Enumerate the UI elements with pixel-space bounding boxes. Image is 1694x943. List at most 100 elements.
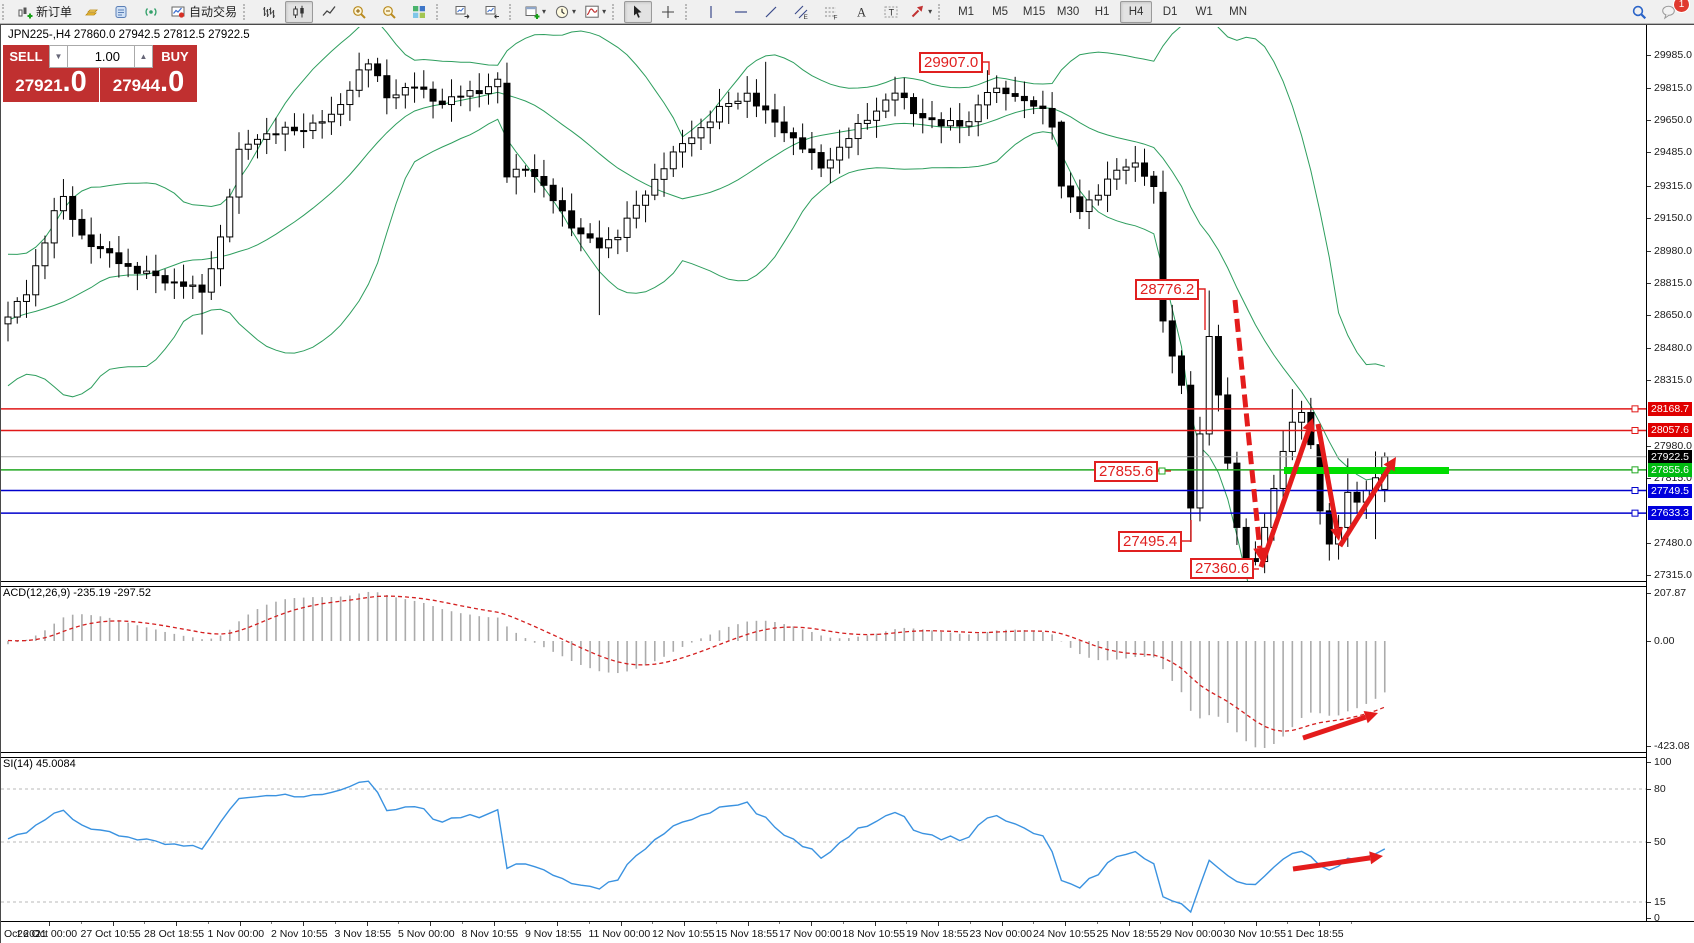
zoom-out-button[interactable] (375, 1, 403, 23)
line-handle[interactable] (1631, 466, 1639, 474)
news-icon[interactable] (107, 1, 135, 23)
price-tick (1647, 120, 1651, 122)
main-pane[interactable] (1, 25, 1646, 654)
period-button[interactable]: ▾ (551, 1, 579, 23)
zoom-in-button[interactable] (345, 1, 373, 23)
price-callout-28776.2[interactable]: 28776.2 (1135, 279, 1200, 300)
pane-separator-macd[interactable] (1, 581, 1646, 587)
gold-icon (83, 4, 99, 20)
timeframe-d1-button[interactable]: D1 (1162, 5, 1178, 18)
buy-button[interactable]: BUY (153, 45, 197, 68)
time-label: 18 Nov 10:55 (842, 928, 905, 940)
time-axis[interactable]: Oct 2021 26 Oct 00:00 27 Oct 10:55 28 Oct 1… (1, 921, 1694, 943)
volume-increase-button[interactable]: ▲ (134, 45, 153, 68)
line-handle[interactable] (1631, 405, 1639, 413)
price-tick-label: 28980.0 (1654, 244, 1692, 257)
pane-separator-rsi[interactable] (1, 752, 1646, 758)
chan-icon: E (793, 4, 809, 20)
gold-chart-icon[interactable] (77, 1, 105, 23)
cursor-tool-button[interactable] (624, 0, 653, 23)
support-zone-bar[interactable] (1284, 467, 1449, 474)
wizard-icon (584, 4, 600, 20)
bar-chart-mode-button[interactable] (255, 1, 283, 23)
macd-tick-label: 0.00 (1654, 635, 1675, 647)
new-order-button[interactable]: 新订单 (14, 1, 75, 23)
price-callout-29907.0[interactable]: 29907.0 (919, 52, 984, 73)
trend-arrow-3[interactable] (1315, 423, 1340, 529)
auto-scroll-button[interactable] (448, 1, 476, 23)
chart-shift-button[interactable] (478, 1, 506, 23)
line-chart-mode-button[interactable] (315, 1, 343, 23)
vertical-line-tool-button[interactable] (697, 1, 725, 23)
timeframe-h1-button[interactable]: H1 (1094, 5, 1110, 18)
line-handle[interactable] (1631, 487, 1639, 495)
candlesticks (4, 52, 1389, 574)
bollinger-middle-band[interactable] (7, 91, 1385, 481)
timeframe-m1-button[interactable]: M1 (958, 5, 975, 18)
trend-arrow-1[interactable] (1232, 299, 1263, 549)
crosshair-tool-button[interactable] (654, 1, 682, 23)
timeframe-m30-button[interactable]: M30 (1056, 5, 1080, 18)
time-label: 26 Oct 00:00 (17, 928, 78, 940)
time-minor-tick (969, 922, 971, 924)
auto-trading-button[interactable]: 自动交易 (167, 1, 240, 23)
rsi-line (7, 780, 1386, 914)
text-label-tool-button[interactable]: T (877, 1, 905, 23)
texta-icon: A (853, 4, 869, 20)
fibonacci-tool-button[interactable]: F (817, 1, 845, 23)
timeframe-h4-button[interactable]: H4 (1120, 0, 1153, 23)
volume-input[interactable]: 1.00 (68, 45, 134, 68)
channel-tool-button[interactable]: E (787, 1, 815, 23)
sell-price-main: 27921 (15, 76, 63, 95)
candlestick-mode-button[interactable] (285, 0, 314, 23)
trend-arrow-4[interactable] (1337, 466, 1392, 548)
price-axis[interactable]: 28168.7 28057.6 27922.5 27855.6 27749.5 27633… (1646, 25, 1694, 924)
search-button[interactable] (1625, 1, 1653, 23)
macd-pane[interactable] (7, 591, 1386, 748)
time-label-era: Oct 2021 (4, 928, 47, 940)
rsi-trend-arrow[interactable] (1292, 855, 1371, 872)
bollinger-lower-band[interactable] (7, 118, 1385, 654)
chat-button[interactable]: 1 (1655, 0, 1690, 23)
line-handle[interactable] (1631, 426, 1639, 434)
time-tick (1255, 922, 1257, 926)
price-callout-27360.6[interactable]: 27360.6 (1190, 558, 1255, 579)
text-tool-button[interactable]: A (847, 1, 875, 23)
chart-canvas[interactable] (1, 25, 1694, 943)
time-label: 2 Nov 10:55 (271, 928, 328, 940)
sell-price[interactable]: 27921 .0 (3, 68, 100, 102)
price-callout-27495.4[interactable]: 27495.4 (1118, 531, 1183, 552)
new-chart-button[interactable]: ▾ (521, 1, 549, 23)
macd-tick (1647, 641, 1651, 642)
horizontal-line-tool-button[interactable] (727, 1, 755, 23)
price-tick-label: 29815.0 (1654, 82, 1692, 95)
trendline-tool-button[interactable] (757, 1, 785, 23)
rsi-pane[interactable] (1, 780, 1646, 914)
volume-decrease-button[interactable]: ▼ (49, 45, 68, 68)
trend-arrow-2[interactable] (1258, 429, 1312, 568)
timeframe-mn-button[interactable]: MN (1229, 5, 1248, 18)
sell-button[interactable]: SELL (3, 45, 49, 68)
time-tick (811, 922, 812, 926)
arrows-tool-button[interactable]: ▾ (907, 1, 935, 23)
macd-trend-arrow[interactable] (1302, 714, 1367, 741)
tile-icon (411, 4, 427, 20)
buy-price[interactable]: 27944 .0 (100, 68, 197, 102)
chart-window[interactable]: JPN225-,H4 27860.0 27942.5 27812.5 27922… (0, 24, 1694, 943)
timeframe-w1-button[interactable]: W1 (1195, 5, 1213, 18)
neworder-icon (17, 4, 33, 20)
tile-windows-button[interactable] (405, 1, 433, 23)
signal-icon[interactable] (137, 1, 165, 23)
timeframe-m5-button[interactable]: M5 (992, 5, 1009, 18)
price-callout-27855.6[interactable]: 27855.6 (1094, 461, 1159, 482)
time-minor-tick (461, 922, 463, 924)
line-handle[interactable] (1631, 509, 1639, 517)
time-minor-tick (1160, 922, 1162, 924)
time-tick (620, 922, 622, 926)
line-handle[interactable] (1158, 467, 1166, 475)
timeframe-m15-button[interactable]: M15 (1022, 5, 1046, 18)
toolbar: 新订单 自动交易 ▾ ▾ ▾ E F A T ▾ M1 M5 M15 M30 H1 H4 D1 W1 MN 1 (0, 0, 1694, 24)
indicators-button[interactable]: ▾ (581, 1, 609, 23)
price-tick (1647, 477, 1651, 479)
